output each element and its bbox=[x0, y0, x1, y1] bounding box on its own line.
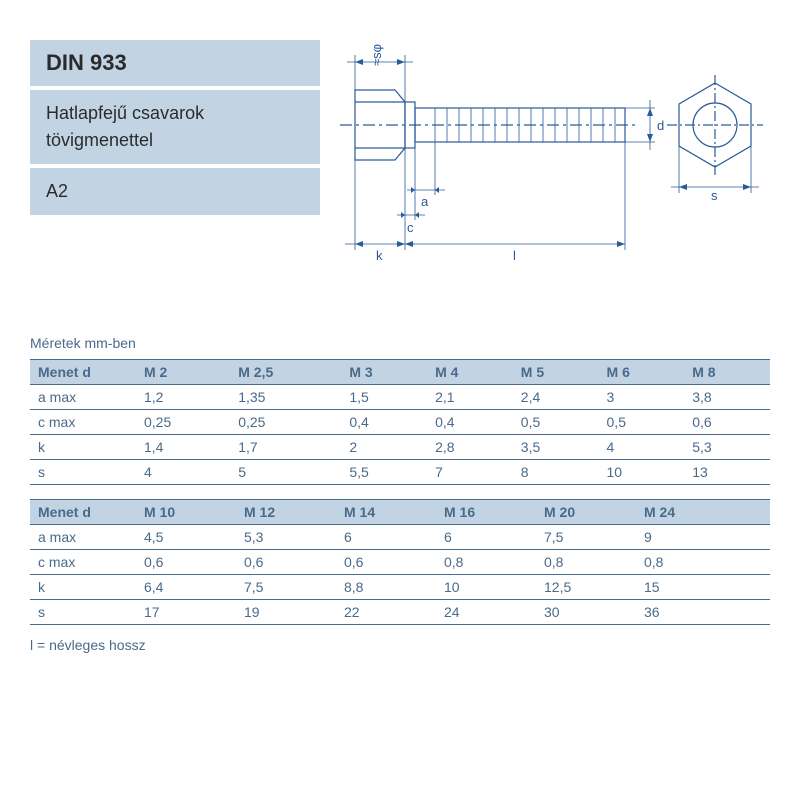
row-header: Menet d bbox=[30, 500, 136, 525]
dim-label-c: c bbox=[407, 220, 414, 235]
dim-label-phi: ≈sφ bbox=[369, 44, 384, 66]
dimensions-table-1: Menet d M 2 M 2,5 M 3 M 4 M 5 M 6 M 8 a … bbox=[30, 359, 770, 485]
table-row: s171922243036 bbox=[30, 600, 770, 625]
title-box: DIN 933 bbox=[30, 40, 320, 86]
table-row: a max4,55,3667,59 bbox=[30, 525, 770, 550]
units-label: Méretek mm-ben bbox=[30, 335, 770, 351]
row-header: Menet d bbox=[30, 360, 136, 385]
table-row: c max0,250,250,40,40,50,50,6 bbox=[30, 410, 770, 435]
dimensions-table-2: Menet d M 10 M 12 M 14 M 16 M 20 M 24 a … bbox=[30, 499, 770, 625]
dim-label-d: d bbox=[657, 118, 664, 133]
table-row: a max1,21,351,52,12,433,8 bbox=[30, 385, 770, 410]
info-panel: DIN 933 Hatlapfejű csavarok tövigmenette… bbox=[30, 40, 320, 275]
dim-label-s: s bbox=[711, 188, 718, 203]
subtitle-box: Hatlapfejű csavarok tövigmenettel bbox=[30, 90, 320, 164]
dim-label-k: k bbox=[376, 248, 383, 263]
dim-label-a: a bbox=[421, 194, 429, 209]
technical-drawing: d ≈sφ k c a l s bbox=[330, 40, 770, 275]
table-row: k1,41,722,83,545,3 bbox=[30, 435, 770, 460]
table-row: s455,5781013 bbox=[30, 460, 770, 485]
grade-box: A2 bbox=[30, 168, 320, 215]
table-row: c max0,60,60,60,80,80,8 bbox=[30, 550, 770, 575]
table-row: k6,47,58,81012,515 bbox=[30, 575, 770, 600]
footnote: l = névleges hossz bbox=[30, 637, 770, 653]
dim-label-l: l bbox=[513, 248, 516, 263]
